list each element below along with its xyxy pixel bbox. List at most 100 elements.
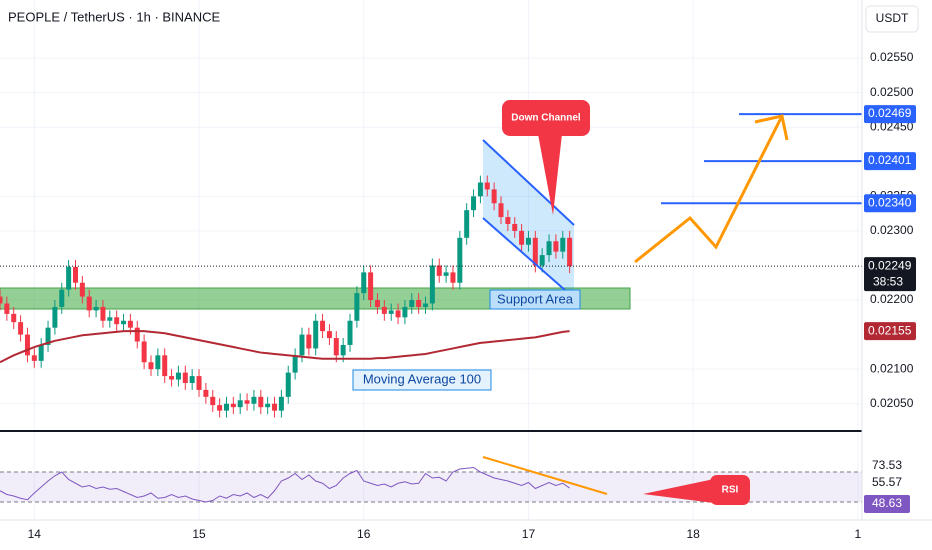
candle-body: [141, 341, 147, 363]
candle-body: [0, 296, 3, 304]
x-tick-label: 14: [28, 527, 42, 541]
y-tick-label: 0.02200: [870, 292, 914, 306]
rsi-callout-pointer: [643, 479, 714, 503]
candle-body: [306, 334, 312, 349]
candle-body: [4, 303, 10, 314]
candle-body: [251, 396, 257, 404]
rsi-tag: [864, 495, 910, 513]
x-tick-label: 1: [855, 527, 862, 541]
candle-body: [292, 355, 298, 373]
candle-body: [114, 317, 120, 325]
x-tick-label: 17: [522, 527, 536, 541]
candle-body: [374, 300, 380, 307]
last-price: 0.02249: [868, 258, 912, 272]
level-tag: [864, 194, 916, 213]
candle-body: [175, 372, 181, 380]
level-label: 0.02340: [868, 195, 912, 209]
candle-body: [134, 327, 140, 342]
candle-body: [18, 322, 24, 335]
candle-body: [272, 403, 278, 411]
candle-body: [189, 376, 195, 383]
candle-body: [100, 306, 106, 321]
support-label-box: [489, 289, 581, 310]
y-tick-label: 0.02300: [870, 223, 914, 237]
candle-body: [258, 396, 264, 408]
candle-body: [395, 310, 401, 318]
candle-body: [457, 237, 463, 283]
candle-body: [532, 237, 538, 266]
candle-body: [567, 237, 573, 267]
candle-body: [340, 344, 346, 356]
candle-body: [546, 241, 552, 256]
support-zone: [0, 287, 631, 310]
x-tick-label: 15: [192, 527, 206, 541]
candle-body: [86, 296, 92, 311]
axis-labels: 0.020500.021000.022000.023000.023500.024…: [28, 50, 916, 541]
level-tag: [864, 152, 916, 171]
rsi-label: 73.53: [872, 458, 902, 472]
candle-body: [347, 320, 353, 345]
y-tick-label: 0.02100: [870, 361, 914, 375]
candle-body: [38, 344, 44, 361]
x-tick-label: 16: [357, 527, 371, 541]
rsi-trendline: [482, 456, 608, 495]
arrow-head: [754, 114, 789, 141]
y-tick-label: 0.02050: [870, 396, 914, 410]
level-label: 0.02401: [868, 153, 912, 167]
candle-body: [423, 303, 429, 307]
candle-body: [148, 362, 154, 370]
candle-body: [402, 306, 408, 318]
rsi-callout-box: [710, 475, 750, 505]
price-tag: [864, 257, 916, 292]
candle-body: [416, 300, 422, 307]
channel-upper: [482, 139, 575, 226]
candle-body: [155, 355, 161, 370]
candle-body: [182, 372, 188, 383]
candle-body: [285, 372, 291, 397]
candle-body: [45, 327, 51, 345]
ma-tag: [864, 322, 916, 341]
candle-body: [326, 331, 332, 339]
candle-body: [265, 403, 271, 408]
rsi-label: 48.63: [872, 496, 902, 510]
candle-body: [66, 266, 72, 290]
candle-body: [450, 272, 456, 283]
candle-body: [333, 338, 339, 356]
candle-body: [512, 223, 518, 231]
candle-body: [203, 389, 209, 397]
candle-body: [93, 306, 99, 311]
ma-value: 0.02155: [868, 323, 912, 337]
level-label: 0.02469: [868, 106, 912, 120]
y-tick-label: 0.02500: [870, 85, 914, 99]
candle-body: [477, 182, 483, 197]
grid: [0, 0, 862, 520]
candle-body: [127, 320, 133, 328]
candle-body: [299, 334, 305, 356]
currency: USDT: [876, 11, 909, 25]
callout-box: [502, 100, 590, 136]
candle-body: [525, 237, 531, 245]
candle-body: [498, 203, 504, 218]
rsi-label: 55.57: [872, 475, 902, 489]
candle-body: [72, 266, 78, 283]
candle-body: [560, 237, 566, 252]
candle-body: [471, 196, 477, 211]
callout-text: Down Channel: [511, 113, 581, 124]
y-tick-label: 0.02550: [870, 50, 914, 64]
candle-body: [223, 403, 229, 411]
channel-lower: [482, 217, 575, 299]
candle-body: [59, 289, 65, 307]
candle-body: [121, 320, 127, 325]
level-tag: [864, 105, 916, 124]
candle-body: [237, 400, 243, 408]
candle-body: [169, 376, 175, 380]
candle-body: [244, 400, 250, 404]
chart-title: PEOPLE / TetherUS · 1h · BINANCE: [8, 9, 220, 24]
ma-label: Moving Average 100: [363, 371, 481, 386]
candle-body: [217, 405, 223, 411]
channel-fill: [483, 140, 574, 298]
countdown: 38:53: [873, 274, 903, 288]
candle-body: [519, 230, 525, 245]
candle-body: [11, 313, 17, 323]
